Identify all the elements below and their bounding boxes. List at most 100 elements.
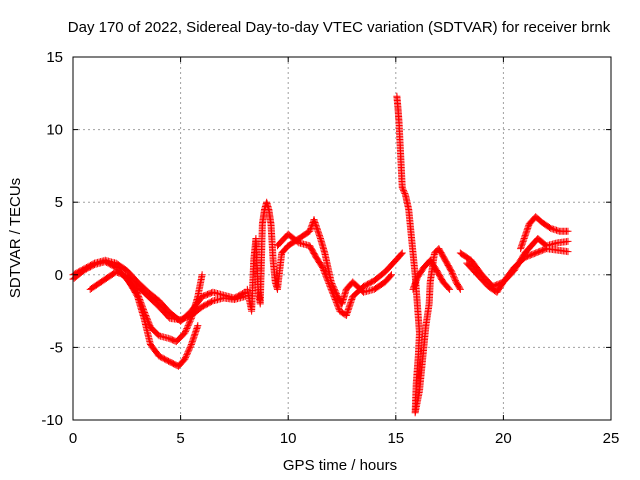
data-point [208,298,216,306]
data-markers [69,92,572,417]
data-point [185,346,193,354]
data-point [331,294,339,302]
y-tick-label: 15 [46,49,63,66]
data-point [320,268,328,276]
data-point [334,301,342,309]
data-point [182,326,190,334]
series-track-j [463,235,572,296]
data-point [328,288,336,296]
data-point [320,266,328,274]
data-point [524,224,532,232]
data-point [182,327,190,335]
series-track-e [243,198,395,315]
axes-frame [72,56,612,421]
data-point [401,189,409,197]
data-point [187,342,195,350]
data-point [326,281,334,289]
data-point [331,295,339,303]
data-point [181,355,189,363]
data-point [564,237,572,245]
data-point [324,277,332,285]
data-point [184,322,192,330]
data-point [330,291,338,299]
data-point [184,348,192,356]
data-point [319,265,327,273]
data-point [183,351,191,359]
data-point [564,227,572,235]
data-point [397,250,405,258]
data-point [519,239,527,247]
data-point [323,275,331,283]
data-point [450,272,458,280]
data-point [522,229,530,237]
data-point [523,226,531,234]
data-point [410,282,418,290]
data-point [519,237,527,245]
series-track-d [86,268,249,324]
data-point [319,264,327,272]
series-track-h [409,256,454,293]
data-point [524,223,532,231]
x-tick-label: 5 [176,430,184,447]
data-point [412,277,420,285]
data-point [456,285,464,293]
data-point [448,268,456,276]
data-point [334,303,342,311]
data-point [564,248,572,256]
data-point [523,227,531,235]
data-point [521,232,529,240]
data-point [322,271,330,279]
data-point [521,233,529,241]
data-point [399,185,407,193]
data-point [400,188,408,196]
data-point [186,343,194,351]
data-point [327,284,335,292]
data-point [306,226,314,234]
data-point [445,284,453,292]
data-point [185,320,193,328]
data-point [326,282,334,290]
data-point [183,325,191,333]
series-track-b [69,258,206,346]
data-point [520,235,528,242]
data-point [325,280,333,288]
series-track-c [123,274,202,370]
data-point [400,187,408,195]
x-tick-label: 20 [495,430,512,447]
grid-layer [73,57,611,420]
data-point [323,274,331,282]
chart-title: Day 170 of 2022, Sidereal Day-to-day VTE… [68,19,611,36]
data-point [198,271,206,279]
data-point [411,280,419,288]
data-point [410,284,418,292]
data-point [411,281,419,289]
plot-frame [72,56,612,421]
data-point [387,272,395,280]
data-point [321,269,329,277]
data-point [456,284,464,292]
series-track-k [517,213,572,253]
data-point [332,298,340,306]
data-point [306,227,314,235]
x-tick-label: 10 [280,430,297,447]
data-point [448,269,456,277]
data-point [398,249,406,257]
x-axis-label: GPS time / hours [283,457,397,474]
data-point [322,272,330,280]
data-point [185,319,193,327]
data-point [518,242,526,250]
y-tick-label: -5 [50,339,63,356]
data-point [332,297,340,305]
y-tick-label: 5 [55,194,63,211]
y-tick-label: 10 [46,122,63,139]
data-point [520,236,528,244]
data-point [409,285,417,293]
data-point [517,245,525,253]
data-point [333,300,341,308]
data-point [185,345,193,353]
x-tick-label: 0 [69,430,77,447]
y-tick-label: 0 [55,267,63,284]
data-point [183,323,191,331]
data-point [327,285,335,293]
